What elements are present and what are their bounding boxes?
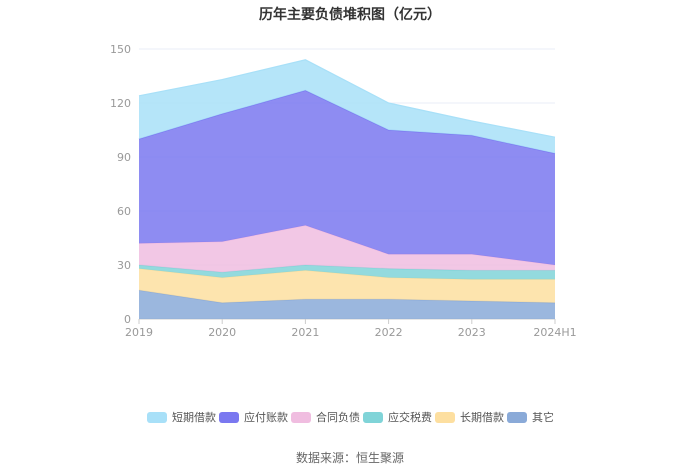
y-tick-label: 0 [124, 313, 131, 326]
legend-swatch [219, 412, 239, 423]
area-series [139, 225, 555, 273]
y-tick-label: 60 [117, 205, 131, 218]
stacked-areas [138, 59, 556, 319]
legend-item[interactable]: 合同负债 [291, 410, 360, 424]
area-series [139, 59, 555, 154]
y-axis: 0 30 60 90 120 150 [110, 43, 131, 326]
x-tick-label: 2020 [208, 326, 236, 339]
legend-item[interactable]: 其它 [507, 410, 554, 424]
legend-label: 长期借款 [460, 410, 504, 424]
x-axis: 2019 2020 2021 2022 2023 2024H1 [125, 319, 577, 339]
x-tick-label: 2021 [291, 326, 319, 339]
legend-label: 其它 [532, 410, 554, 424]
x-tick-label: 2019 [125, 326, 153, 339]
data-source: 数据来源：恒生聚源 [296, 450, 404, 465]
area-series-edge [138, 59, 556, 138]
legend-label: 应交税费 [388, 410, 432, 424]
legend-swatch [507, 412, 527, 423]
area-series [139, 290, 555, 319]
legend-item[interactable]: 应付账款 [219, 410, 288, 424]
legend-item[interactable]: 应交税费 [363, 410, 432, 424]
x-tick-label: 2022 [375, 326, 403, 339]
area-series [139, 265, 555, 280]
x-tick-label: 2023 [458, 326, 486, 339]
y-tick-label: 30 [117, 259, 131, 272]
legend: 短期借款 应付账款 合同负债 应交税费 长期借款 其它 [147, 410, 554, 424]
area-series [139, 268, 555, 303]
legend-label: 应付账款 [244, 410, 288, 424]
legend-swatch [435, 412, 455, 423]
legend-label: 短期借款 [172, 410, 216, 424]
legend-swatch [363, 412, 383, 423]
legend-item[interactable]: 长期借款 [435, 410, 504, 424]
y-tick-label: 120 [110, 97, 131, 110]
legend-swatch [291, 412, 311, 423]
y-tick-label: 90 [117, 151, 131, 164]
legend-item[interactable]: 短期借款 [147, 410, 216, 424]
chart-title: 历年主要负债堆积图（亿元） [259, 6, 441, 23]
legend-label: 合同负债 [316, 410, 360, 424]
y-tick-label: 150 [110, 43, 131, 56]
legend-swatch [147, 412, 167, 423]
x-tick-label: 2024H1 [533, 326, 576, 339]
